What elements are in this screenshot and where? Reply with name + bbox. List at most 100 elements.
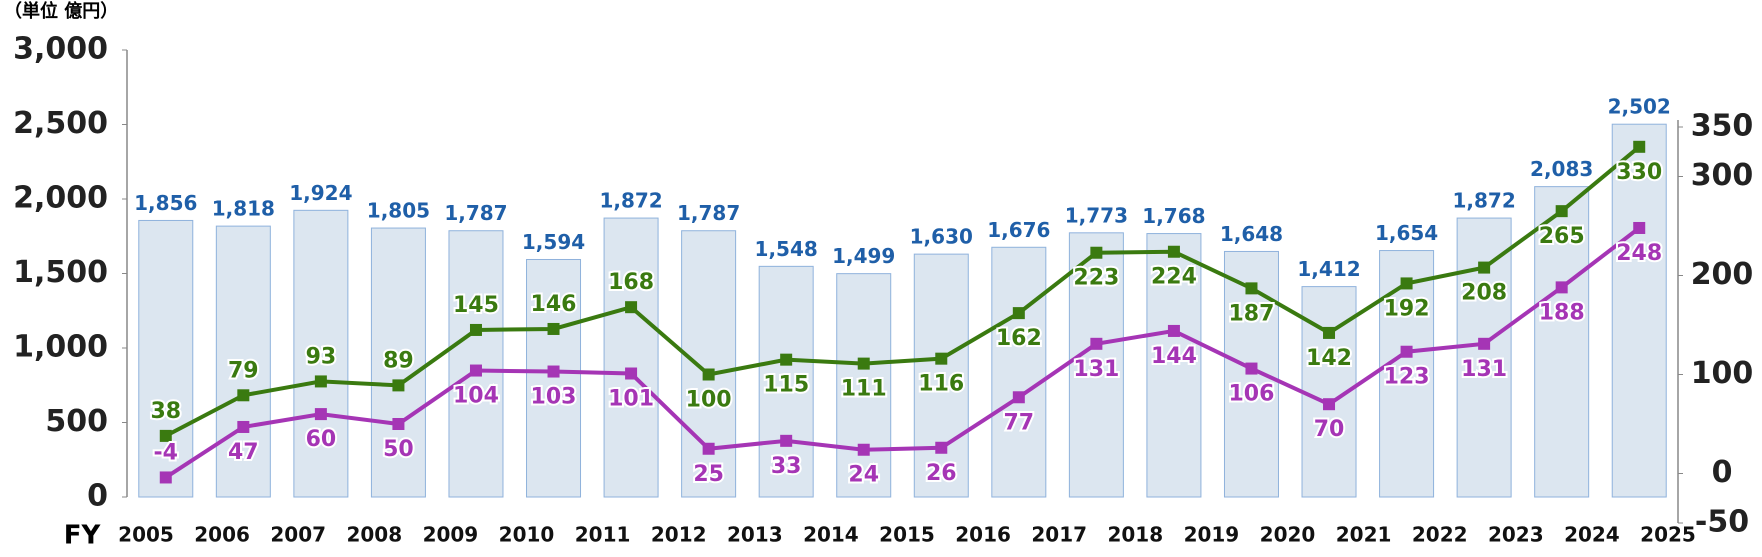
marker xyxy=(1245,282,1258,295)
bar-value-label: 1,872 xyxy=(599,189,662,213)
y2-tick-label: 350 xyxy=(1691,109,1754,144)
line-value-label: 168 xyxy=(608,270,654,295)
marker xyxy=(1090,337,1103,350)
bar-value-label: 1,787 xyxy=(677,201,740,225)
marker xyxy=(392,379,405,392)
bar xyxy=(526,258,582,498)
marker xyxy=(857,357,870,370)
line-value-label: 33 xyxy=(771,454,802,479)
line-value-label: 70 xyxy=(1314,417,1345,442)
y-tick-label: 1,000 xyxy=(13,330,108,365)
x-tick-label: 2016 xyxy=(955,523,1011,547)
line-value-label: 26 xyxy=(926,461,957,486)
line-value-label: 265 xyxy=(1539,224,1585,249)
line-value-label: 89 xyxy=(383,348,414,373)
y-tick-label: 2,000 xyxy=(13,181,108,216)
x-tick-label: 2014 xyxy=(803,523,859,547)
bar-value-label: 1,676 xyxy=(987,218,1050,242)
x-tick-label: 2022 xyxy=(1412,523,1468,547)
y2-tick-label: 0 xyxy=(1712,455,1733,490)
line-value-label: 101 xyxy=(608,387,654,412)
bar-value-label: 1,818 xyxy=(212,197,275,221)
y-tick-label: 1,500 xyxy=(13,255,108,290)
line-value-label: 123 xyxy=(1384,365,1430,390)
line-value-label: 248 xyxy=(1616,241,1662,266)
line-value-label: 131 xyxy=(1461,357,1507,382)
marker xyxy=(1555,205,1568,218)
line-value-label: 116 xyxy=(918,372,964,397)
x-tick-label: 2023 xyxy=(1488,523,1544,547)
x-tick-label: 2019 xyxy=(1184,523,1240,547)
marker xyxy=(935,352,948,365)
line-value-label: 187 xyxy=(1229,301,1275,326)
line-value-label: 224 xyxy=(1151,265,1197,290)
marker xyxy=(935,441,948,454)
marker xyxy=(1245,362,1258,375)
line-value-label: 111 xyxy=(841,377,887,402)
x-tick-label: 2008 xyxy=(346,523,402,547)
marker xyxy=(1555,281,1568,294)
bar xyxy=(758,265,814,498)
line-value-label: 104 xyxy=(453,384,499,409)
unit-label: （単位 億円） xyxy=(4,0,118,22)
line-value-label: -4 xyxy=(154,440,178,465)
bar-value-label: 1,648 xyxy=(1220,222,1283,246)
bar-value-label: 1,768 xyxy=(1142,204,1205,228)
x-tick-label: 2009 xyxy=(423,523,479,547)
marker xyxy=(469,323,482,336)
line-value-label: 103 xyxy=(531,385,577,410)
marker xyxy=(625,301,638,314)
x-tick-label: 2024 xyxy=(1564,523,1620,547)
bar xyxy=(913,253,969,498)
bar-value-label: 1,499 xyxy=(832,244,895,268)
bar-value-label: 1,773 xyxy=(1065,203,1128,227)
line-value-label: 330 xyxy=(1616,160,1662,185)
bar-value-label: 1,872 xyxy=(1452,189,1515,213)
y-tick-label: 3,000 xyxy=(13,32,108,67)
bar xyxy=(681,230,737,498)
marker xyxy=(159,471,172,484)
bar-value-label: 1,548 xyxy=(755,237,818,261)
line-value-label: 106 xyxy=(1229,382,1275,407)
marker xyxy=(702,442,715,455)
line-value-label: 142 xyxy=(1306,346,1352,371)
y2-tick-label: -50 xyxy=(1695,505,1749,540)
line-value-label: 145 xyxy=(453,293,499,318)
bar-value-label: 2,083 xyxy=(1530,157,1593,181)
marker xyxy=(547,322,560,335)
marker xyxy=(1323,326,1336,339)
x-tick-label: 2013 xyxy=(727,523,783,547)
line xyxy=(164,226,1641,480)
y2-tick-label: 100 xyxy=(1691,356,1754,391)
marker xyxy=(1167,245,1180,258)
x-tick-label: 2012 xyxy=(651,523,707,547)
bar-value-label: 1,856 xyxy=(134,191,197,215)
marker xyxy=(392,418,405,430)
line-value-label: 25 xyxy=(693,462,724,487)
line-value-label: 47 xyxy=(228,440,259,465)
bar xyxy=(293,209,349,498)
y-tick-label: 0 xyxy=(87,479,108,514)
marker xyxy=(1478,261,1491,274)
line-value-label: 223 xyxy=(1073,266,1119,291)
bar-value-label: 1,805 xyxy=(367,199,430,223)
line-value-label: 77 xyxy=(1004,410,1035,435)
y-tick-label: 2,500 xyxy=(13,106,108,141)
marker xyxy=(1633,140,1646,153)
bar xyxy=(138,219,194,498)
line-value-label: 208 xyxy=(1461,281,1507,306)
line-value-label: 100 xyxy=(686,388,732,413)
x-tick-label: 2007 xyxy=(270,523,326,547)
y-tick-label: 500 xyxy=(45,404,108,439)
bar-value-label: 1,924 xyxy=(289,181,352,205)
marker xyxy=(780,353,793,366)
line-value-label: 24 xyxy=(848,463,879,488)
line-value-label: 192 xyxy=(1384,296,1430,321)
marker xyxy=(469,364,482,377)
x-tick-label: 2025 xyxy=(1640,523,1696,547)
x-axis-label: FY xyxy=(64,521,102,551)
line-value-label: 50 xyxy=(383,437,414,462)
x-tick-label: 2020 xyxy=(1260,523,1316,547)
bar-value-label: 2,502 xyxy=(1608,95,1671,119)
